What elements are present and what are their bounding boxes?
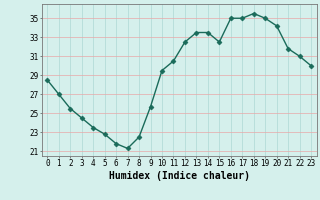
- X-axis label: Humidex (Indice chaleur): Humidex (Indice chaleur): [109, 171, 250, 181]
